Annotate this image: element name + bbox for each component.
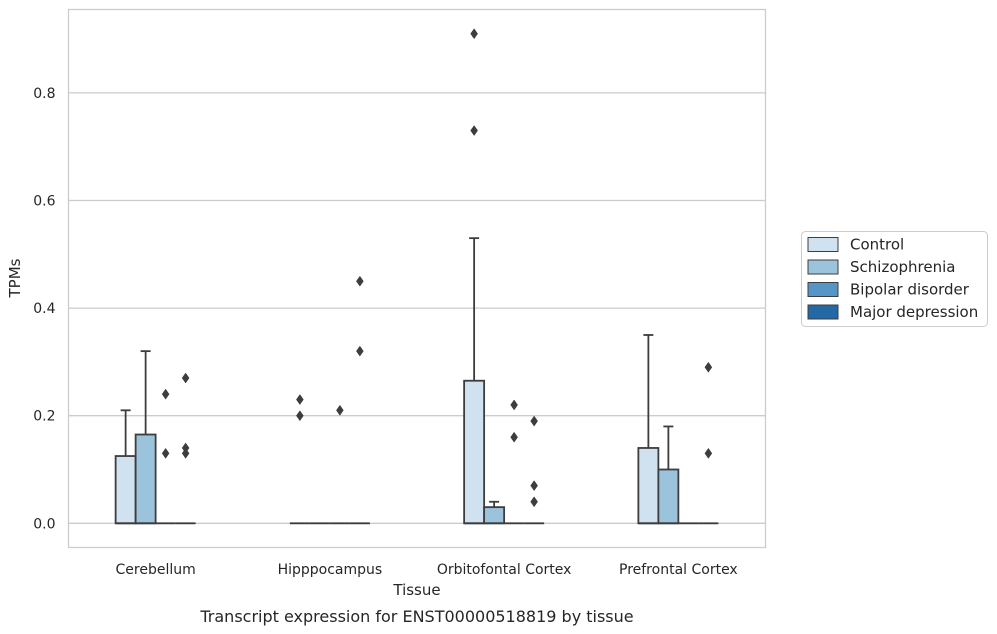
box xyxy=(114,455,137,525)
y-tick-label: 0.0 xyxy=(33,516,55,532)
outlier-point xyxy=(336,404,344,416)
box-0-0 xyxy=(114,409,137,525)
box-1-3 xyxy=(657,425,680,525)
box-2-0 xyxy=(155,388,176,525)
y-tick-label: 0.8 xyxy=(33,86,55,102)
x-axis-ticks: Cerebellum Hipppocampus Orbitofontal Corte… xyxy=(116,562,738,578)
box-1-2 xyxy=(483,500,506,525)
box xyxy=(637,447,660,525)
box-0-2 xyxy=(463,28,486,525)
legend-swatch xyxy=(807,237,839,252)
legend-label: Major depression xyxy=(850,303,978,321)
outlier-point xyxy=(530,496,538,508)
outlier-point xyxy=(356,345,364,357)
legend-label: Bipolar disorder xyxy=(850,281,970,299)
x-tick-label: Cerebellum xyxy=(116,562,196,578)
chart-caption: Transcript expression for ENST0000051881… xyxy=(199,607,633,626)
outlier-point xyxy=(704,361,713,373)
outlier-point xyxy=(470,125,478,136)
outlier-point xyxy=(470,28,478,40)
box xyxy=(483,506,506,525)
outlier-point xyxy=(296,394,304,405)
legend-swatch xyxy=(807,304,839,320)
box-1-0 xyxy=(134,350,157,525)
x-tick-label: Orbitofontal Cortex xyxy=(437,562,572,578)
box-3-1 xyxy=(349,275,370,525)
outlier-point xyxy=(530,415,538,427)
outlier-point xyxy=(181,442,190,454)
box-0-1 xyxy=(289,394,310,525)
legend-label: Control xyxy=(850,236,904,254)
box-2-1 xyxy=(329,404,350,525)
outlier-point xyxy=(161,447,170,459)
outlier-point xyxy=(530,480,538,492)
y-tick-label: 0.6 xyxy=(33,193,55,209)
legend-swatch xyxy=(807,282,839,297)
outlier-point xyxy=(181,372,190,384)
outlier-point xyxy=(356,275,364,287)
y-axis-label: TPMs xyxy=(6,258,24,298)
outlier-point xyxy=(161,388,170,400)
legend-frame xyxy=(801,231,988,327)
box xyxy=(657,468,680,525)
y-tick-label: 0.2 xyxy=(33,409,55,425)
box xyxy=(463,379,486,525)
box-3-2 xyxy=(524,415,545,525)
x-tick-label: Prefrontal Cortex xyxy=(619,562,738,578)
gridlines xyxy=(68,92,766,524)
outlier-point xyxy=(704,447,713,459)
box-0-3 xyxy=(637,334,660,525)
outlier-point xyxy=(510,399,518,411)
box-3-0 xyxy=(175,372,196,525)
plot-frame xyxy=(67,8,767,549)
legend: Control Schizophrenia Bipolar disorder Majo… xyxy=(801,231,988,327)
box xyxy=(134,433,157,525)
box-2-2 xyxy=(504,399,525,525)
x-tick-label: Hipppocampus xyxy=(278,562,383,578)
legend-label: Schizophrenia xyxy=(850,258,955,276)
box-3-3 xyxy=(698,361,719,525)
y-tick-label: 0.4 xyxy=(33,301,55,317)
y-axis-ticks: 0.0 0.2 0.4 0.6 0.8 xyxy=(33,86,55,532)
legend-swatch xyxy=(807,259,839,275)
x-axis-label: Tissue xyxy=(392,581,440,599)
box-plot-area xyxy=(114,28,719,525)
outlier-point xyxy=(510,431,518,443)
outlier-point xyxy=(296,410,304,422)
